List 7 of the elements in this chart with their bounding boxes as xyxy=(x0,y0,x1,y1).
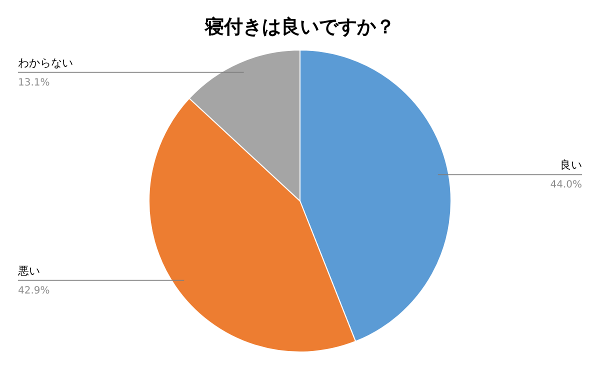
slice-label: わからない xyxy=(18,56,73,70)
data-label: 44.0% xyxy=(550,180,582,191)
chart-title: 寝付きは良いですか？ xyxy=(204,16,395,38)
slice-label: 悪い xyxy=(17,264,40,278)
data-label: 13.1% xyxy=(18,77,50,88)
data-label: 42.9% xyxy=(18,285,50,296)
slice-label: 良い xyxy=(560,158,582,172)
